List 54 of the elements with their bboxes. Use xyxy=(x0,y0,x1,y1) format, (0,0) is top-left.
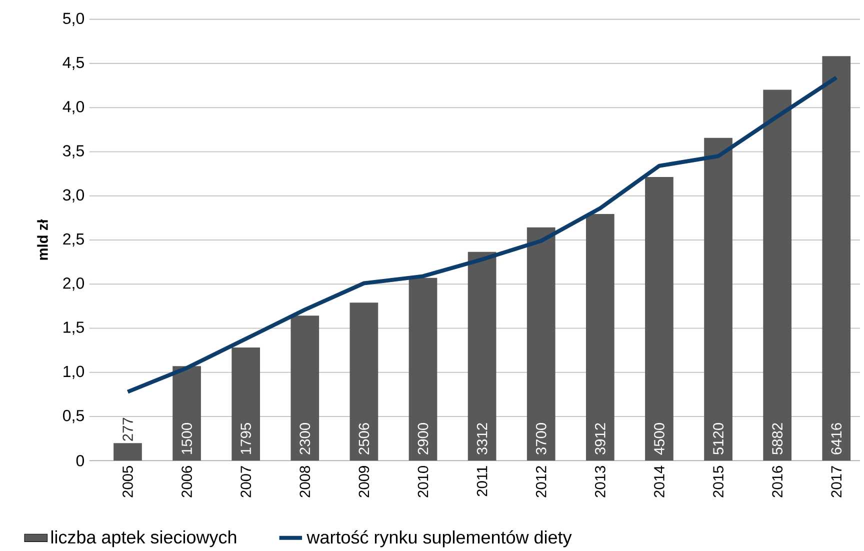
y-tick-label: 2,5 xyxy=(63,233,84,247)
data-label: 5120 xyxy=(713,423,724,455)
x-tick-label: 2016 xyxy=(772,466,783,498)
y-tick-label: 1,0 xyxy=(64,366,84,380)
y-tick-label: 3,0 xyxy=(62,189,84,203)
data-label: 2506 xyxy=(358,423,370,454)
bar xyxy=(408,278,438,461)
y-tick-label: 3,5 xyxy=(62,145,84,158)
data-label: 5882 xyxy=(772,423,783,455)
x-tick-label: 2014 xyxy=(654,466,664,498)
data-label: 277 xyxy=(122,418,133,441)
y-tick-label: 1,5 xyxy=(64,322,84,335)
bar xyxy=(232,348,260,461)
x-tick-label: 2013 xyxy=(594,466,606,498)
data-label: 1795 xyxy=(240,423,252,454)
x-tick-label: 2010 xyxy=(418,466,428,498)
y-tick-label: 0,5 xyxy=(63,410,84,424)
bar xyxy=(290,316,320,461)
bar xyxy=(586,214,614,461)
legend-label: liczba aptek sieciowych xyxy=(51,530,236,548)
y-tick-label: 4,5 xyxy=(62,57,84,70)
data-label: 4500 xyxy=(654,423,664,455)
x-tick-label: 2017 xyxy=(831,466,842,498)
y-tick-label: 2,0 xyxy=(63,278,84,291)
x-tick-label: 2005 xyxy=(122,466,133,498)
y-tick-label: 0 xyxy=(76,455,84,466)
y-tick-label: 4,0 xyxy=(62,101,84,114)
x-tick-label: 2008 xyxy=(300,466,310,498)
data-label: 3700 xyxy=(536,423,546,455)
data-label: 1500 xyxy=(182,423,192,454)
data-label: 2300 xyxy=(300,423,310,454)
x-tick-label: 2012 xyxy=(536,466,546,498)
bar xyxy=(114,443,142,461)
x-tick-label: 2011 xyxy=(476,466,488,496)
bar xyxy=(350,302,378,461)
data-label: 3312 xyxy=(476,423,488,455)
bar xyxy=(763,90,792,461)
data-label: 2900 xyxy=(418,423,428,454)
data-label: 3912 xyxy=(594,423,606,455)
legend-label: wartość rynku suplementów diety xyxy=(306,530,572,548)
x-tick-label: 2009 xyxy=(358,466,370,498)
y-axis-title: mld zł xyxy=(37,219,48,260)
x-tick-label: 2006 xyxy=(182,466,192,498)
bar xyxy=(526,227,556,461)
bar xyxy=(468,252,496,461)
data-label: 6416 xyxy=(831,423,842,454)
y-tick-label: 5,0 xyxy=(63,12,84,26)
bar xyxy=(822,56,851,461)
bar xyxy=(172,366,201,461)
bar xyxy=(645,177,674,461)
x-tick-label: 2007 xyxy=(240,466,252,498)
line-series xyxy=(126,76,838,394)
x-tick-label: 2015 xyxy=(713,466,724,498)
bar xyxy=(704,138,732,461)
